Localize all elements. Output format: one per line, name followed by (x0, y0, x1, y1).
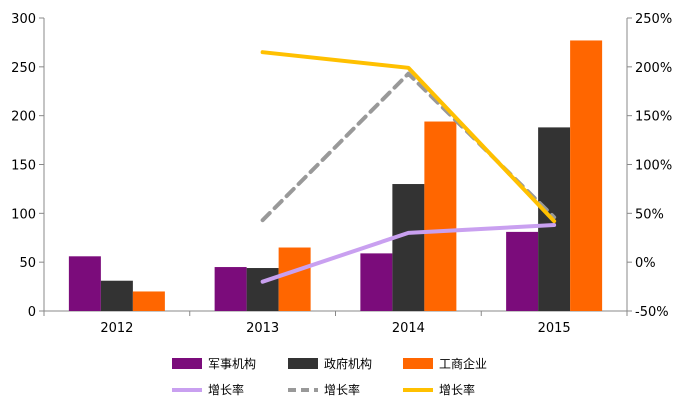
tick-labels: 0 50 100 150 200 250 300 -50% 0% 50% 100% 150% 200% 2… (11, 12, 672, 336)
left-tick-label: 100 (11, 207, 36, 222)
lines (260, 50, 557, 284)
series-line (260, 50, 557, 224)
bar (132, 291, 165, 311)
right-tick-label: 250% (635, 12, 672, 27)
bar (214, 267, 247, 311)
right-tick-label: -50% (635, 305, 669, 320)
legend-label: 增长率 (324, 382, 360, 397)
legend-swatch (172, 358, 202, 369)
x-tick-label: 2014 (392, 321, 425, 336)
right-tick-label: 100% (635, 159, 672, 174)
left-tick-label: 0 (28, 305, 36, 320)
left-tick-label: 200 (11, 110, 36, 125)
bar (68, 256, 101, 311)
bar (360, 253, 393, 311)
x-tick-label: 2012 (100, 321, 133, 336)
bar (278, 247, 311, 311)
bar (506, 231, 539, 311)
legend-label: 增长率 (439, 382, 475, 397)
legend-swatch (403, 358, 433, 369)
legend-swatch (288, 358, 318, 369)
bar (100, 280, 133, 311)
right-tick-label: 200% (635, 61, 672, 76)
right-tick-label: 150% (635, 110, 672, 125)
left-tick-label: 150 (11, 159, 36, 174)
legend-label: 政府机构 (324, 356, 372, 371)
bar (246, 268, 279, 311)
x-tick-label: 2013 (246, 321, 279, 336)
bars (68, 40, 603, 312)
x-tick-label: 2015 (538, 321, 571, 336)
left-tick-label: 300 (11, 12, 36, 27)
legend-label: 工商企业 (439, 356, 487, 371)
legend-label: 增长率 (208, 382, 244, 397)
bar (392, 184, 425, 311)
right-tick-label: 50% (635, 207, 664, 222)
series-line (260, 223, 557, 284)
legend-label: 军事机构 (208, 356, 256, 371)
left-tick-label: 250 (11, 61, 36, 76)
right-tick-label: 0% (635, 256, 656, 271)
left-tick-label: 50 (19, 256, 36, 271)
bar (424, 121, 457, 311)
bar (570, 40, 603, 312)
